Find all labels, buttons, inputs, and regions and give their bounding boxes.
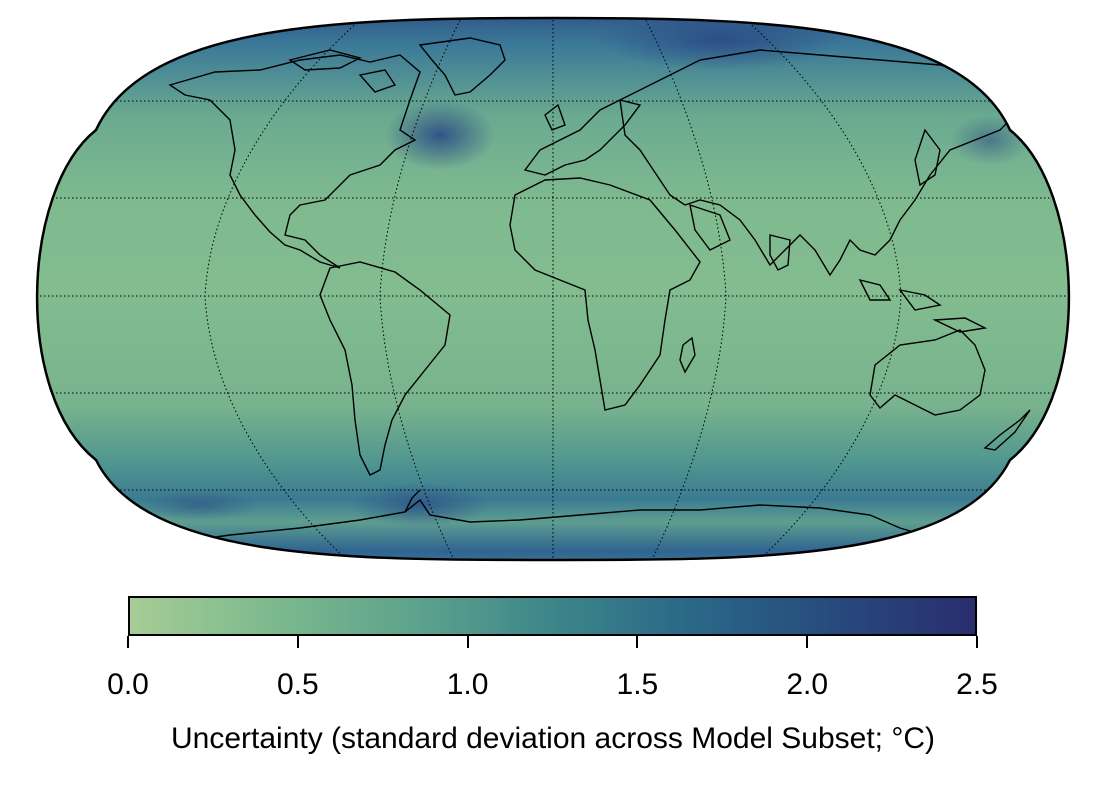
colorbar-tick [296,636,299,648]
colorbar [128,596,977,636]
colorbar-label: Uncertainty (standard deviation across M… [170,722,936,755]
colorbar-tick-label: 1.0 [446,668,489,701]
world-map [35,16,1071,562]
colorbar-tick [636,636,639,648]
data-field [37,18,1069,560]
globe-outline [35,16,1071,562]
colorbar-tick [127,636,129,648]
colorbar-tick-label: 0.5 [276,668,319,701]
colorbar-tick-label: 2.0 [786,668,829,701]
graticule [37,18,1069,560]
coastlines [159,37,1031,546]
colorbar-tick [466,636,469,648]
colorbar-tick-label: 2.5 [956,668,998,701]
colorbar-tick [806,636,809,648]
colorbar-tick-label: 0.0 [107,668,149,701]
colorbar-tick-label: 1.5 [616,668,659,701]
colorbar-tick [976,636,978,648]
